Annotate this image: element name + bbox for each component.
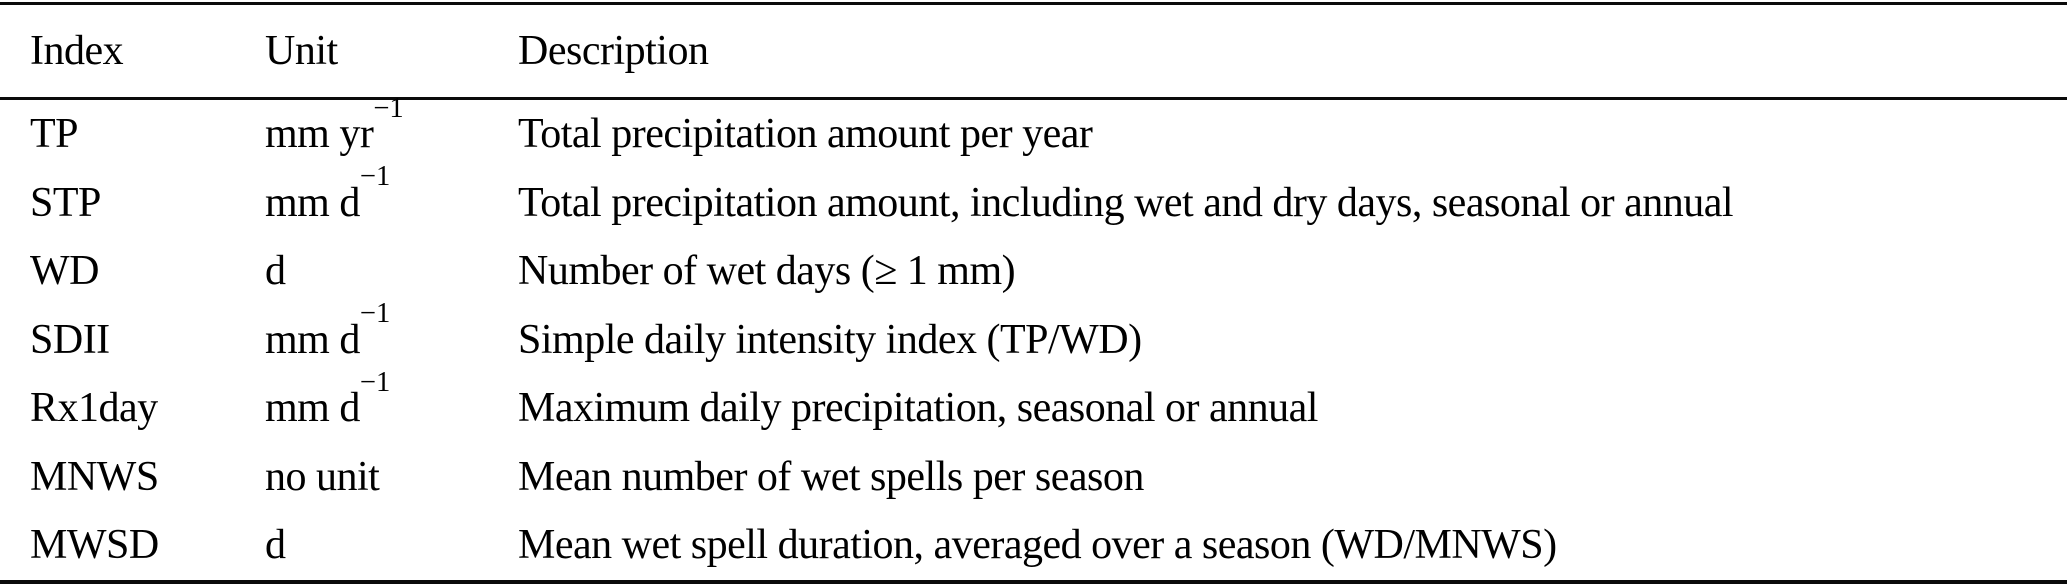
- description-cell: Mean wet spell duration, averaged over a…: [518, 522, 1557, 569]
- unit-cell: mm d−1: [265, 299, 518, 363]
- unit-cell: mm yr−1: [265, 94, 518, 158]
- table-row: MWSD d Mean wet spell duration, averaged…: [0, 511, 2067, 580]
- table-row: SDII mm d−1 Simple daily intensity index…: [0, 299, 2067, 375]
- unit-base: mm d: [265, 316, 360, 363]
- unit-cell: d: [265, 250, 518, 292]
- table-row: TP mm yr−1 Total precipitation amount pe…: [0, 94, 2067, 169]
- table-row: WD d Number of wet days (≥ 1 mm): [0, 237, 2067, 306]
- unit-base: mm d: [265, 179, 360, 226]
- unit-base: mm d: [265, 385, 360, 432]
- description-cell: Total precipitation amount, including we…: [518, 179, 1734, 226]
- unit-cell: d: [265, 524, 518, 566]
- index-cell: TP: [30, 111, 79, 158]
- table-row: MNWS no unit Mean number of wet spells p…: [0, 443, 2067, 512]
- column-header-description: Description: [518, 28, 709, 74]
- table-row: STP mm d−1 Total precipitation amount, i…: [0, 162, 2067, 238]
- description-cell: Total precipitation amount per year: [518, 111, 1093, 158]
- unit-base: d: [265, 522, 286, 569]
- index-cell: STP: [30, 179, 101, 226]
- unit-cell: mm d−1: [265, 162, 518, 226]
- unit-cell: no unit: [265, 456, 518, 498]
- index-cell: MWSD: [30, 522, 159, 569]
- description-cell: Maximum daily precipitation, seasonal or…: [518, 385, 1318, 432]
- unit-exponent: −1: [373, 92, 404, 124]
- unit-exponent: −1: [359, 161, 391, 193]
- column-header-unit: Unit: [265, 28, 338, 74]
- index-cell: MNWS: [30, 453, 159, 500]
- unit-base: no unit: [265, 453, 380, 500]
- index-cell: WD: [30, 248, 99, 295]
- index-cell: Rx1day: [30, 385, 158, 432]
- unit-base: d: [265, 248, 286, 295]
- unit-exponent: −1: [359, 298, 391, 330]
- unit-cell: mm d−1: [265, 368, 518, 432]
- table-row: Rx1day mm d−1 Maximum daily precipitatio…: [0, 368, 2067, 443]
- table-header-row: Index Unit Description: [0, 5, 2067, 100]
- description-cell: Simple daily intensity index (TP/WD): [518, 316, 1142, 363]
- description-cell: Mean number of wet spells per season: [518, 453, 1144, 500]
- unit-base: mm yr: [265, 111, 374, 158]
- column-header-index: Index: [30, 28, 124, 74]
- description-cell: Number of wet days (≥ 1 mm): [518, 248, 1016, 295]
- index-cell: SDII: [30, 316, 110, 363]
- unit-exponent: −1: [359, 366, 391, 398]
